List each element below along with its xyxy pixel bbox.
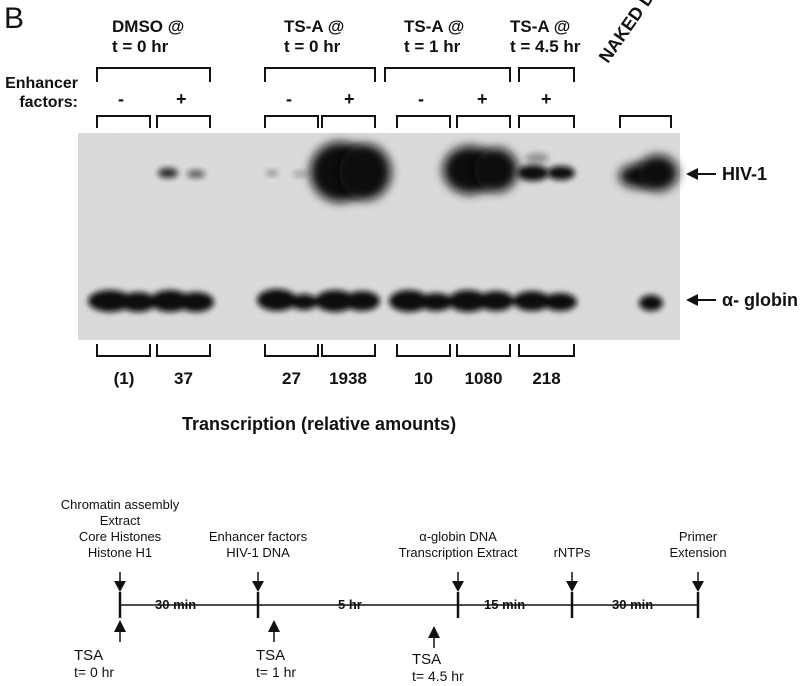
sign-minus: - [286,89,292,109]
sign-plus: + [477,89,488,109]
quant-value: (1) [113,369,135,388]
sign-plus: + [176,89,187,109]
interval-label: 5 hr [338,597,362,612]
tsa-name: TSA [74,647,104,664]
tsa-time: t= 0 hr [74,664,115,680]
sign-plus: + [344,89,355,109]
timeline-label-line: α-globin DNA [419,529,497,544]
group-header-line1: TS-A @ [404,17,465,36]
tsa-label-0hr: TSA t= 0 hr [74,647,115,681]
quant-value: 218 [532,369,561,388]
enhancer-factors-label: Enhancer factors: [0,74,78,112]
timeline-label-line: HIV-1 DNA [226,545,290,560]
timeline-label-line: Extension [669,545,727,560]
sign-plus: + [541,89,552,109]
enhancer-label-line1: Enhancer [5,75,78,92]
timeline-graphics [114,572,704,648]
timeline-step-rntps: rNTPs [542,545,602,561]
sign-minus: - [418,89,424,109]
group-header-line1: DMSO @ [112,17,185,36]
timeline-label-line: Histone H1 [87,545,153,560]
hiv-bands [158,142,678,202]
group-header-line1: TS-A @ [284,17,345,36]
group-header-dmso: DMSO @ t = 0 hr [112,17,184,57]
timeline-step-chromatin-assembly: Chromatin assembly Extract Core Histones… [40,497,200,561]
quant-value: 1080 [464,369,503,388]
group-header-tsa-1: TS-A @ t = 1 hr [404,17,464,57]
group-header-line2: t = 4.5 hr [510,37,581,56]
quant-brackets [96,344,575,357]
timeline-label-line: Enhancer factors [208,529,308,544]
quant-value: 27 [282,369,301,388]
band-arrows [686,168,716,306]
transcription-caption: Transcription (relative amounts) [182,414,457,434]
quant-value: 1938 [329,369,367,388]
group-header-line2: t = 1 hr [404,37,461,56]
tsa-name: TSA [412,651,442,668]
panel-letter: B [4,2,25,35]
timeline-step-primer-extension: Primer Extension [658,529,738,561]
timeline-label-line: Extract [99,513,141,528]
sign-minus: - [118,89,124,109]
enhancer-brackets [96,115,672,128]
group-header-line1: TS-A @ [510,17,571,36]
enhancer-label-line2: factors: [19,94,78,111]
timeline-label-line: Chromatin assembly [60,497,180,512]
interval-label: 30 min [155,597,197,612]
globin-bands [88,289,663,312]
interval-label: 15 min [484,597,526,612]
group-brackets [96,67,575,82]
group-header-line2: t = 0 hr [112,37,169,56]
tsa-time: t= 1 hr [256,664,297,680]
group-header-line2: t = 0 hr [284,37,341,56]
timeline-label-line: Core Histones [78,529,162,544]
timeline-label-line: Primer [678,529,718,544]
interval-label: 30 min [612,597,654,612]
timeline-step-globin-dna: α-globin DNA Transcription Extract [378,529,538,561]
tsa-label-1hr: TSA t= 1 hr [256,647,297,681]
timeline-step-enhancer-factors: Enhancer factors HIV-1 DNA [188,529,328,561]
quant-value: 10 [414,369,433,388]
tsa-time: t= 4.5 hr [412,668,464,684]
timeline-label-line: rNTPs [553,545,591,560]
tsa-name: TSA [256,647,286,664]
tsa-label-4-5hr: TSA t= 4.5 hr [412,651,464,685]
group-header-tsa-4-5: TS-A @ t = 4.5 hr [510,17,580,57]
hiv-band-marker: HIV-1 [722,164,768,184]
timeline-label-line: Transcription Extract [398,545,518,560]
group-header-tsa-0: TS-A @ t = 0 hr [284,17,344,57]
quant-value: 37 [174,369,193,388]
globin-band-marker: α- globin [722,290,799,310]
